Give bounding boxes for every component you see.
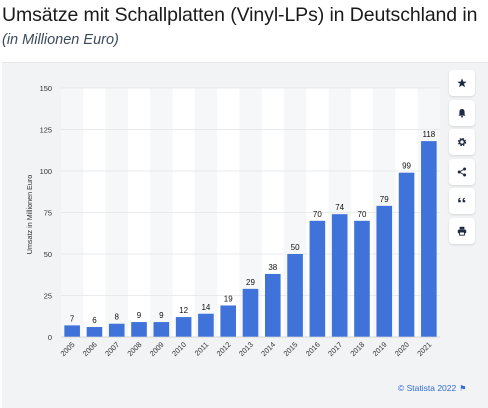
data-label: 118 <box>422 130 435 139</box>
bar <box>86 327 103 337</box>
star-icon <box>457 78 467 88</box>
favorite-button[interactable] <box>449 70 475 96</box>
flag-icon: ⚑ <box>459 384 467 393</box>
x-tick-label: 2019 <box>371 340 389 358</box>
x-tick-label: 2014 <box>259 340 277 358</box>
data-label: 7 <box>70 314 75 323</box>
bar <box>108 323 125 337</box>
bar <box>398 172 415 337</box>
x-tick-label: 2009 <box>148 340 166 358</box>
data-label: 29 <box>246 278 255 287</box>
bar <box>376 205 393 337</box>
chart-title: Umsätze mit Schallplatten (Vinyl-LPs) in… <box>2 4 478 26</box>
data-label: 70 <box>358 210 367 219</box>
bar <box>354 220 370 337</box>
data-label: 6 <box>92 316 97 325</box>
y-tick-label: 100 <box>40 167 52 176</box>
y-tick-label: 150 <box>40 84 52 93</box>
statista-credit[interactable]: © Statista 2022 ⚑ <box>398 383 466 393</box>
bar <box>331 214 348 337</box>
x-tick-label: 2020 <box>393 340 411 358</box>
x-tick-label: 2018 <box>348 340 366 358</box>
bar <box>287 254 303 337</box>
bar <box>153 322 170 337</box>
x-tick-label: 2017 <box>326 340 344 358</box>
y-tick-label: 25 <box>44 292 52 301</box>
data-label: 9 <box>137 311 142 320</box>
data-label: 99 <box>402 162 411 171</box>
bar <box>198 313 214 337</box>
y-tick-label: 75 <box>44 209 52 218</box>
x-tick-label: 2011 <box>193 340 211 358</box>
x-tick-label: 2005 <box>59 340 77 358</box>
bar <box>131 322 147 337</box>
data-label: 74 <box>335 203 344 212</box>
x-tick-label: 2008 <box>125 340 143 358</box>
quote-icon <box>458 198 466 203</box>
bar <box>64 325 80 337</box>
bar <box>175 317 192 337</box>
x-tick-label: 2016 <box>304 340 322 358</box>
y-tick-label: 50 <box>44 250 52 259</box>
x-tick-label: 2013 <box>237 340 255 358</box>
data-label: 9 <box>159 311 164 320</box>
y-tick-label: 125 <box>40 126 52 135</box>
bar <box>242 288 259 337</box>
x-tick-label: 2012 <box>215 340 233 358</box>
chart-toolbar <box>449 70 475 248</box>
data-label: 79 <box>380 195 389 204</box>
x-tick-label: 2006 <box>81 340 99 358</box>
share-icon <box>457 167 467 177</box>
notification-button[interactable] <box>449 99 475 126</box>
data-label: 50 <box>291 243 300 252</box>
x-tick-label: 2007 <box>103 340 121 358</box>
data-label: 14 <box>201 303 210 312</box>
bell-icon <box>458 108 466 118</box>
chart-subtitle: (in Millionen Euro) <box>2 32 119 48</box>
y-axis-label: Umsatz in Millionen Euro <box>25 175 34 255</box>
print-icon <box>457 226 467 236</box>
y-tick-label: 0 <box>48 333 52 342</box>
share-button[interactable] <box>449 158 475 185</box>
data-label: 38 <box>268 263 277 272</box>
credit-label[interactable]: © Statista 2022 <box>398 383 457 393</box>
bar <box>264 273 281 337</box>
x-tick-label: 2021 <box>415 340 433 358</box>
data-label: 70 <box>313 210 322 219</box>
x-tick-label: 2010 <box>170 340 188 358</box>
data-label: 12 <box>179 306 188 315</box>
bar <box>309 220 326 337</box>
data-label: 8 <box>115 313 120 322</box>
x-tick-label: 2015 <box>282 340 300 358</box>
gear-icon <box>457 138 467 147</box>
print-button[interactable] <box>449 217 475 244</box>
bar <box>220 305 237 337</box>
data-label: 19 <box>224 294 233 303</box>
settings-button[interactable] <box>449 129 475 156</box>
cite-button[interactable] <box>449 188 475 215</box>
bar <box>421 141 437 337</box>
